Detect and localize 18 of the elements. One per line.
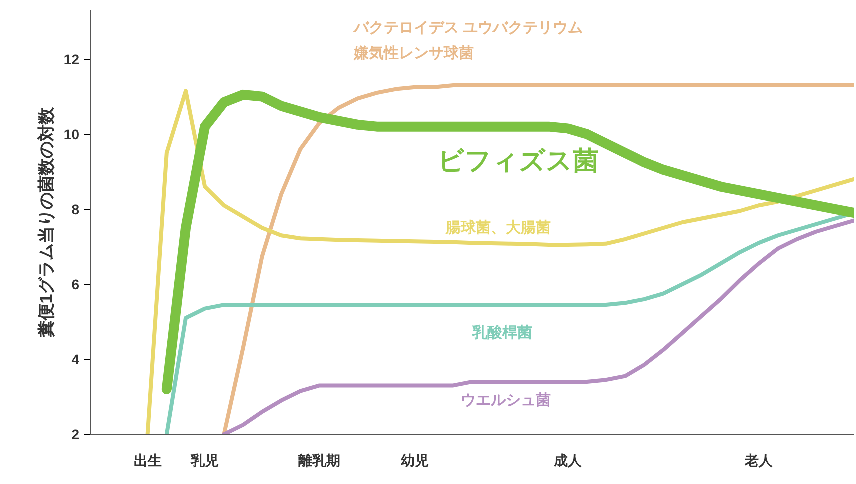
series-label: ウエルシュ菌 [461, 392, 552, 410]
series-label: 腸球菌、大腸菌 [444, 220, 551, 237]
y-tick-label: 2 [72, 426, 80, 442]
x-tick-label: 離乳期 [298, 452, 341, 468]
x-tick-label: 成人 [553, 452, 583, 468]
x-tick-label: 老人 [744, 452, 774, 468]
series-label: ビフィズス菌 [438, 146, 600, 176]
y-tick-label: 10 [64, 126, 80, 142]
x-tick-label: 出生 [134, 452, 162, 468]
series-label: 乳酸桿菌 [472, 324, 532, 342]
x-tick-label: 乳児 [190, 452, 220, 468]
series-label: バクテロイデス ユウバクテリウム嫌気性レンサ球菌 [353, 19, 584, 62]
y-tick-label: 8 [72, 201, 80, 218]
x-tick-label: 幼児 [400, 452, 430, 468]
y-tick-label: 6 [72, 276, 80, 292]
y-tick-label: 12 [64, 51, 80, 68]
y-tick-label: 4 [72, 351, 80, 368]
y-axis-title: 糞便1グラム当りの菌数の対数 [36, 106, 56, 339]
